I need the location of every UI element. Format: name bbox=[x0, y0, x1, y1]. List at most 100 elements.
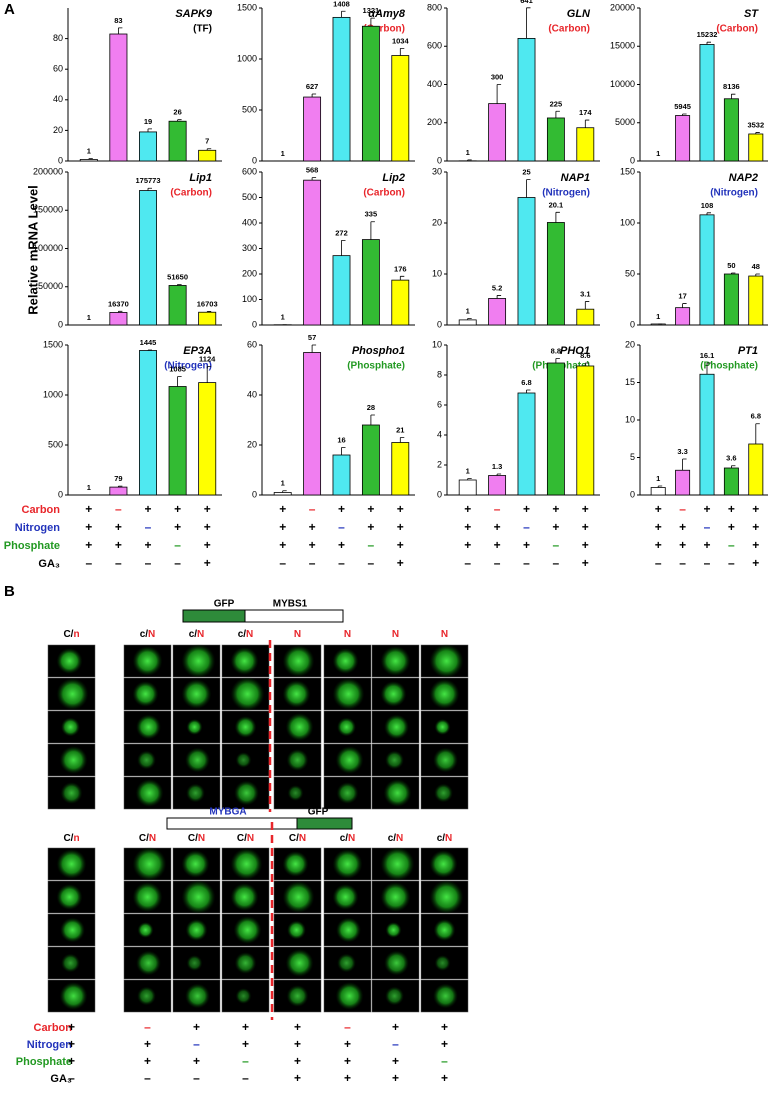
bar bbox=[699, 44, 715, 162]
nucleus bbox=[286, 985, 309, 1007]
error-bar bbox=[706, 212, 711, 215]
condition-symbol: + bbox=[582, 502, 589, 516]
condition-symbol: + bbox=[144, 502, 151, 516]
condition-symbol: + bbox=[397, 556, 404, 570]
y-tick-label: 10 bbox=[432, 268, 442, 278]
error-bar bbox=[584, 362, 590, 366]
error-bar bbox=[88, 158, 93, 160]
condition-symbol: – bbox=[115, 556, 122, 570]
value-label: 3532 bbox=[747, 120, 764, 129]
value-label: 627 bbox=[306, 82, 319, 91]
chart-subtitle: (Phosphate) bbox=[347, 361, 405, 372]
header-part: N bbox=[392, 629, 399, 640]
y-tick-label: 150000 bbox=[33, 205, 63, 215]
bar bbox=[546, 222, 565, 326]
chart-subtitle: (Carbon) bbox=[548, 24, 590, 35]
nucleus bbox=[234, 716, 257, 738]
nucleus bbox=[384, 714, 409, 740]
condition-symbol: + bbox=[174, 520, 181, 534]
condition-symbol: + bbox=[655, 538, 662, 552]
condition-symbol: – bbox=[338, 556, 345, 570]
value-label: 28 bbox=[367, 403, 375, 412]
value-label: 1 bbox=[87, 483, 91, 492]
condition-symbol: – bbox=[523, 520, 530, 534]
value-label: 1445 bbox=[140, 338, 157, 347]
column-header: c/N bbox=[238, 629, 254, 640]
bar bbox=[303, 352, 322, 496]
condition-symbol: – bbox=[115, 502, 122, 516]
nucleus bbox=[433, 983, 458, 1009]
error-bar bbox=[177, 376, 182, 387]
bar bbox=[723, 273, 739, 326]
header-part: N bbox=[299, 833, 306, 844]
nucleus bbox=[61, 953, 80, 973]
header-part: C/ bbox=[188, 833, 198, 844]
condition-symbol: – bbox=[392, 1037, 399, 1051]
y-tick-label: 20 bbox=[53, 125, 63, 135]
bar bbox=[332, 16, 351, 162]
error-bar bbox=[399, 437, 405, 443]
value-label: 1.3 bbox=[492, 462, 502, 471]
header-part: c/ bbox=[238, 629, 247, 640]
column-header: C/n bbox=[63, 629, 79, 640]
nucleus bbox=[332, 849, 363, 879]
nucleus bbox=[287, 785, 304, 801]
nucleus bbox=[137, 922, 154, 938]
chart-title: Lip2 bbox=[382, 172, 405, 184]
column-header: c/N bbox=[388, 833, 404, 844]
value-label: 5.2 bbox=[492, 283, 502, 292]
nucleus bbox=[132, 681, 159, 707]
condition-symbol: – bbox=[68, 1071, 75, 1085]
condition-symbol: + bbox=[441, 1071, 448, 1085]
condition-symbol: + bbox=[752, 556, 759, 570]
nucleus bbox=[285, 713, 314, 741]
condition-symbol: – bbox=[309, 556, 316, 570]
bar bbox=[168, 386, 187, 496]
bar bbox=[517, 392, 536, 496]
nucleus bbox=[234, 952, 257, 974]
nucleus bbox=[335, 746, 364, 774]
nucleus bbox=[282, 645, 315, 677]
y-tick-label: 1000 bbox=[43, 389, 63, 399]
y-tick-label: 30 bbox=[432, 166, 442, 176]
protein-box bbox=[244, 609, 344, 623]
condition-symbol: + bbox=[494, 538, 501, 552]
condition-symbol: + bbox=[242, 1020, 249, 1034]
header-part: C/ bbox=[289, 833, 299, 844]
y-tick-label: 20 bbox=[625, 339, 635, 349]
error-bar bbox=[370, 17, 375, 27]
error-bar bbox=[311, 93, 317, 98]
chart-title: NAP1 bbox=[561, 172, 590, 184]
condition-symbol: – bbox=[242, 1071, 249, 1085]
condition-symbol: + bbox=[68, 1054, 75, 1068]
bar bbox=[391, 442, 410, 496]
nucleus bbox=[434, 783, 453, 803]
nucleus bbox=[186, 783, 205, 803]
condition-symbol: + bbox=[752, 520, 759, 534]
bar bbox=[546, 117, 565, 162]
error-bar bbox=[682, 113, 687, 116]
error-bar bbox=[526, 7, 531, 39]
nucleus bbox=[337, 953, 356, 973]
nucleus bbox=[136, 950, 161, 976]
y-tick-label: 500 bbox=[242, 104, 257, 114]
value-label: 1034 bbox=[392, 36, 410, 45]
condition-symbol: – bbox=[242, 1054, 249, 1068]
bar bbox=[488, 103, 507, 162]
value-label: 1 bbox=[656, 149, 660, 158]
nucleus bbox=[335, 982, 364, 1010]
bar bbox=[675, 307, 691, 326]
bar bbox=[332, 255, 351, 326]
column-header: c/N bbox=[140, 629, 156, 640]
condition-label: Phosphate bbox=[16, 1056, 72, 1068]
y-tick-label: 10 bbox=[625, 414, 635, 424]
y-tick-label: 50000 bbox=[38, 281, 63, 291]
condition-symbol: + bbox=[242, 1037, 249, 1051]
nucleus bbox=[380, 882, 411, 912]
nucleus bbox=[337, 717, 356, 737]
y-tick-label: 10 bbox=[432, 339, 442, 349]
value-label: 8136 bbox=[723, 82, 740, 91]
chart-title: PHO1 bbox=[560, 345, 590, 357]
header-part: N bbox=[396, 833, 403, 844]
